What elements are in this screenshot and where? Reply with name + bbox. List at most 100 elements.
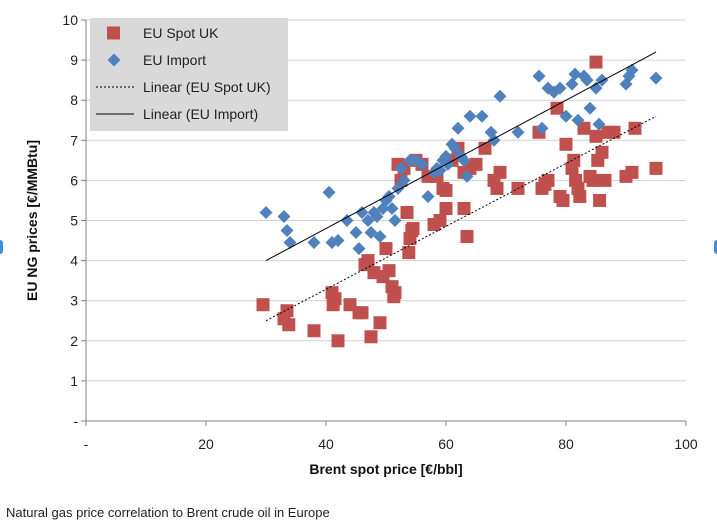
y-tick-label: 1 <box>70 373 78 389</box>
spot-uk-point <box>433 214 447 227</box>
y-axis-title: EU NG prices [€/MMBtu] <box>24 140 40 301</box>
eu-import-point <box>259 205 273 219</box>
legend-diamond-swatch <box>107 53 121 67</box>
eu-import-point <box>553 81 567 95</box>
eu-import-point <box>649 71 663 85</box>
chart-svg: - 1 2 3 4 5 6 7 8 9 10 - 20 40 60 80 100 Brent spot price… <box>24 12 698 477</box>
eu-import-point <box>349 226 363 240</box>
x-tick-label: 60 <box>438 436 454 452</box>
spot-uk-point <box>406 222 420 236</box>
eu-import-point <box>595 73 609 87</box>
spot-uk-point <box>607 125 621 139</box>
spot-uk-point <box>567 153 581 167</box>
spot-uk-point <box>589 55 603 69</box>
eu-import-point <box>559 109 573 123</box>
eu-import-point <box>364 226 378 240</box>
spot-uk-point <box>469 157 483 171</box>
y-tick-label: 2 <box>70 333 78 349</box>
y-tick-label: 3 <box>70 293 78 309</box>
y-tick-label: 7 <box>70 132 78 148</box>
right-edge-handle[interactable] <box>714 240 717 254</box>
spot-uk-point <box>256 298 270 312</box>
legend-label: EU Import <box>143 52 206 68</box>
x-tick-label: 40 <box>318 436 334 452</box>
legend-label: Linear (EU Import) <box>143 106 258 122</box>
spot-uk-point <box>556 193 570 207</box>
spot-uk-point <box>402 246 416 260</box>
spot-uk-point <box>355 306 369 320</box>
x-axis-title: Brent spot price [€/bbl] <box>309 461 462 477</box>
spot-uk-point <box>457 201 471 215</box>
eu-import-point <box>448 141 462 155</box>
spot-uk-point <box>331 334 345 348</box>
eu-import-point <box>475 109 489 123</box>
eu-import-point <box>583 101 597 115</box>
legend-square-swatch <box>107 26 120 40</box>
eu-import-point <box>373 230 387 244</box>
legend-label: Linear (EU Spot UK) <box>143 79 271 95</box>
spot-uk-point <box>625 165 639 179</box>
y-tick-label: - <box>73 413 78 429</box>
spot-uk-point <box>595 145 609 159</box>
spot-uk-point <box>598 173 612 187</box>
y-tick-label: 9 <box>70 52 78 68</box>
eu-import-point <box>460 169 474 183</box>
spot-uk-point <box>589 129 603 143</box>
eu-import-point <box>331 234 345 248</box>
scatter-chart: - 1 2 3 4 5 6 7 8 9 10 - 20 40 60 80 100 Brent spot price… <box>24 12 698 477</box>
eu-import-point <box>355 205 369 219</box>
spot-uk-point <box>593 193 607 207</box>
spot-uk-point <box>388 286 402 300</box>
y-tick-label: 8 <box>70 92 78 108</box>
spot-uk-point <box>364 330 378 344</box>
eu-import-point <box>283 236 297 250</box>
eu-import-point <box>580 73 594 87</box>
y-tick-label: 5 <box>70 213 78 229</box>
spot-uk-point <box>328 292 342 306</box>
eu-import-point <box>592 117 606 131</box>
eu-import-point <box>307 236 321 250</box>
figure-caption: Natural gas price correlation to Brent c… <box>6 505 330 520</box>
spot-uk-point <box>379 242 393 256</box>
eu-import-point <box>370 209 384 223</box>
spot-uk-point <box>400 205 414 219</box>
spot-uk-point <box>307 324 321 338</box>
trendline-spot-uk <box>265 115 657 322</box>
eu-import-point <box>511 125 525 139</box>
spot-uk-point <box>439 183 453 197</box>
eu-import-point <box>433 163 447 177</box>
eu-import-point <box>457 153 471 167</box>
eu-import-point <box>385 201 399 215</box>
eu-import-point <box>493 89 507 103</box>
legend-box <box>90 18 288 131</box>
y-tick-label: 6 <box>70 172 78 188</box>
eu-import-point <box>451 121 465 135</box>
spot-uk-point <box>541 173 555 187</box>
x-tick-label: 100 <box>674 436 698 452</box>
spot-uk-point <box>460 230 474 244</box>
spot-uk-point <box>559 137 573 151</box>
spot-uk-point <box>373 316 387 330</box>
spot-uk-point <box>361 254 375 268</box>
spot-uk-point <box>490 181 504 195</box>
eu-import-point <box>571 113 585 127</box>
eu-import-point <box>388 214 402 227</box>
x-tick-label: - <box>84 436 89 452</box>
left-edge-handle[interactable] <box>0 240 3 254</box>
spot-uk-point <box>493 165 507 179</box>
spot-uk-point <box>439 201 453 215</box>
eu-import-point <box>394 161 408 175</box>
spot-uk-point <box>577 121 591 135</box>
eu-import-point <box>340 214 354 227</box>
spot-uk-point <box>586 173 600 187</box>
x-tick-label: 80 <box>558 436 574 452</box>
eu-import-point <box>565 77 579 91</box>
y-tick-label: 10 <box>62 12 78 28</box>
spot-uk-point <box>550 101 564 115</box>
eu-import-point <box>421 189 435 203</box>
spot-uk-point <box>573 189 587 203</box>
eu-import-point <box>463 109 477 123</box>
y-tick-label: 4 <box>70 253 78 269</box>
spot-uk-point <box>280 304 294 318</box>
eu-import-point <box>415 157 429 171</box>
